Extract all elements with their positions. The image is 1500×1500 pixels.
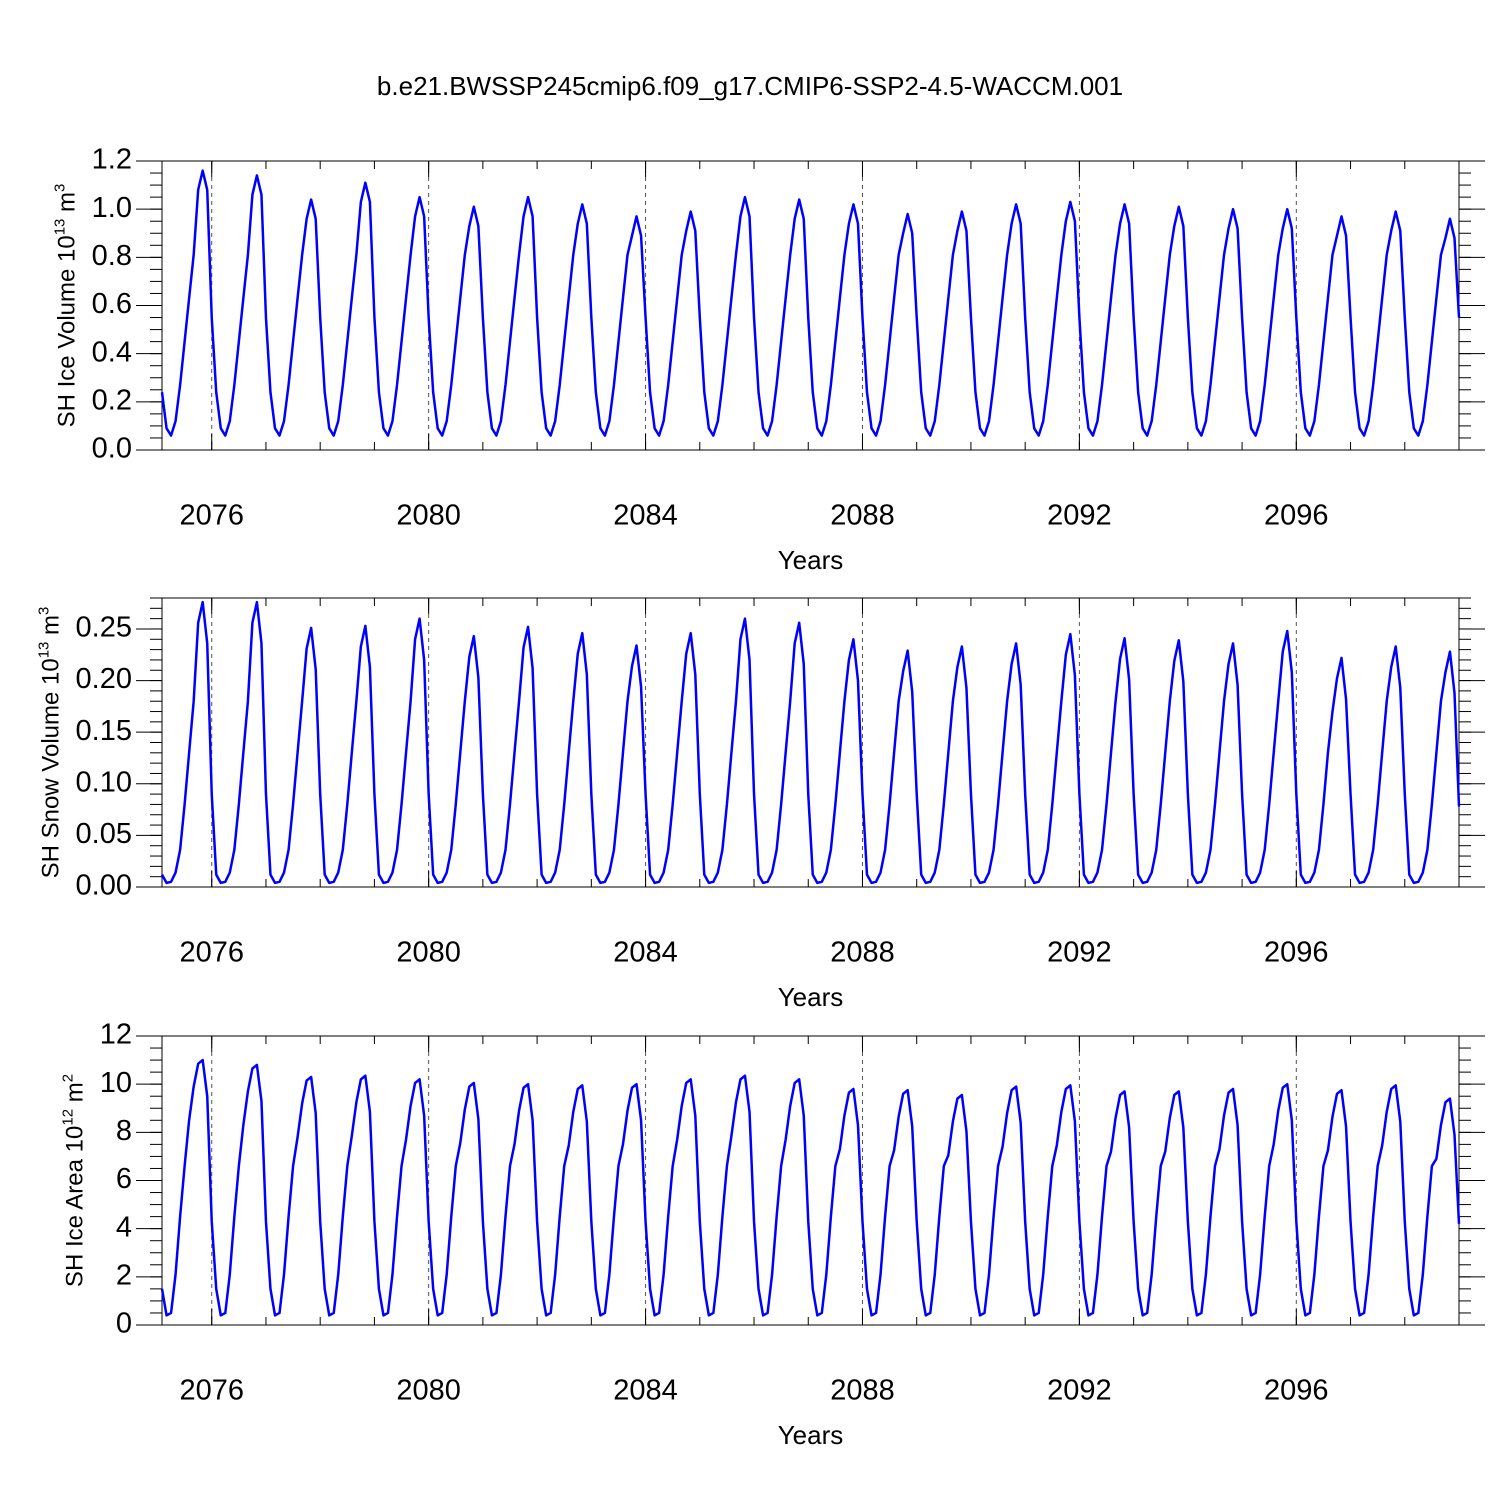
panel: 0.00 0.05 0.10 0.15 0.20 0.25 2076 2080 2084 2088… [36, 597, 1485, 1012]
y-tick-label: 0.6 [92, 288, 132, 320]
y-tick-label: 0.8 [92, 240, 132, 272]
x-tick-label: 2076 [179, 1375, 244, 1407]
x-tick-label: 2080 [396, 937, 461, 969]
y-tick-label: 2 [116, 1259, 132, 1291]
y-axis-label-part: SH Ice Area 10 [62, 1126, 89, 1287]
y-tick-label: 0.15 [76, 715, 132, 747]
y-axis-label: SH Ice Volume 1013 m3 [52, 184, 81, 428]
x-tick-label: 2092 [1047, 937, 1112, 969]
y-tick-label: 0.2 [92, 384, 132, 416]
x-axis-label: Years [778, 545, 844, 575]
plot-frame [161, 160, 1460, 451]
y-tick-label: 0.20 [76, 663, 132, 695]
y-axis-label-exponent: 12 [60, 1109, 77, 1126]
y-tick-label: 8 [116, 1115, 132, 1147]
y-tick-label: 4 [116, 1211, 132, 1243]
panel: 0 2 4 6 8 10 12 2076 2080 2084 2088 2092 2096 Years SH… [60, 1019, 1485, 1450]
x-tick-label: 2096 [1264, 937, 1329, 969]
x-tick-label: 2080 [396, 1375, 461, 1407]
x-tick-label: 2080 [396, 500, 461, 532]
y-axis-label-part: m [62, 1082, 89, 1109]
x-tick-label: 2088 [830, 500, 895, 532]
x-tick-label: 2088 [830, 1375, 895, 1407]
x-tick-label: 2092 [1047, 1375, 1112, 1407]
plot-frame [161, 597, 1460, 888]
panel: 0.0 0.2 0.4 0.6 0.8 1.0 1.2 2076 2080 2084 2088 209… [52, 144, 1485, 575]
y-axis-label-exponent: 13 [52, 219, 69, 236]
y-axis-label-exponent: 13 [36, 642, 53, 659]
y-tick-label: 10 [100, 1067, 132, 1099]
y-tick-label: 1.0 [92, 192, 132, 224]
data-line [160, 1058, 1461, 1317]
y-tick-label: 0.10 [76, 766, 132, 798]
y-tick-label: 0 [116, 1308, 132, 1340]
y-tick-label: 0.00 [76, 870, 132, 902]
x-tick-label: 2096 [1264, 1375, 1329, 1407]
y-axis-label-exponent: 3 [52, 184, 69, 192]
x-axis-label: Years [778, 982, 844, 1012]
x-tick-label: 2088 [830, 937, 895, 969]
y-axis-label-part: SH Ice Volume 10 [54, 235, 81, 427]
x-tick-label: 2096 [1264, 500, 1329, 532]
plot-frame [161, 1035, 1460, 1326]
y-tick-label: 0.25 [76, 612, 132, 644]
y-axis-label-part: m [38, 615, 65, 642]
data-line [160, 169, 1461, 437]
x-tick-label: 2076 [179, 937, 244, 969]
y-tick-label: 1.2 [92, 144, 132, 176]
y-tick-label: 12 [100, 1019, 132, 1051]
y-tick-label: 0.05 [76, 818, 132, 850]
y-axis-label: SH Snow Volume 1013 m3 [36, 607, 65, 879]
x-axis-label: Years [778, 1420, 844, 1450]
y-axis-label-exponent: 2 [60, 1074, 77, 1082]
y-tick-label: 6 [116, 1163, 132, 1195]
x-tick-label: 2084 [613, 937, 678, 969]
y-tick-label: 0.4 [92, 336, 132, 368]
x-tick-label: 2092 [1047, 500, 1112, 532]
x-tick-label: 2084 [613, 1375, 678, 1407]
chart-title: b.e21.BWSSP245cmip6.f09_g17.CMIP6-SSP2-4… [377, 71, 1123, 101]
y-axis-label: SH Ice Area 1012 m2 [60, 1074, 89, 1287]
y-axis-label-part: m [54, 192, 81, 219]
x-tick-label: 2084 [613, 500, 678, 532]
y-axis-label-exponent: 3 [36, 607, 53, 615]
y-axis-label-part: SH Snow Volume 10 [38, 658, 65, 878]
data-line [160, 600, 1461, 885]
y-tick-label: 0.0 [92, 433, 132, 465]
x-tick-label: 2076 [179, 500, 244, 532]
